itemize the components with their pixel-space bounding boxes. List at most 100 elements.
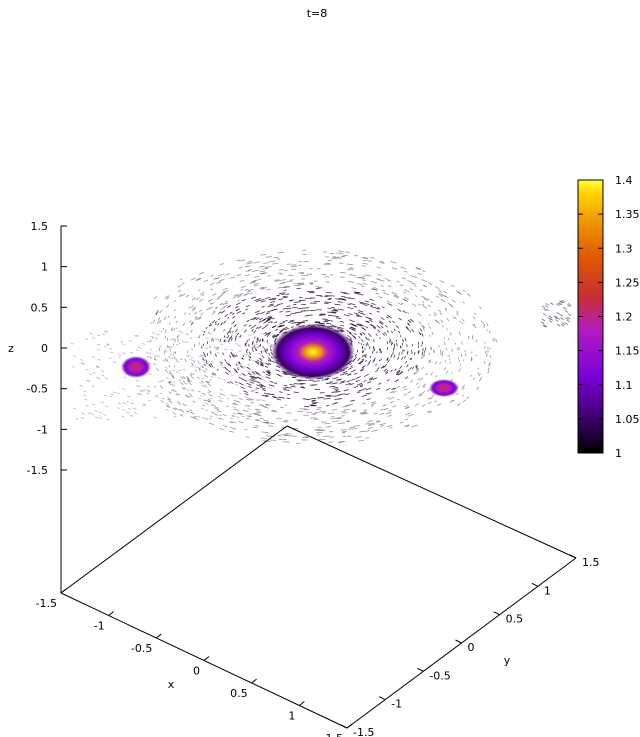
field-arrow — [396, 385, 400, 389]
field-arrow — [347, 373, 352, 376]
field-arrow — [220, 389, 224, 391]
field-arrow — [236, 259, 241, 262]
field-arrow — [191, 307, 196, 312]
field-arrow — [240, 285, 247, 289]
field-arrow — [258, 404, 264, 406]
field-arrow — [436, 403, 442, 407]
field-arrow — [405, 418, 409, 421]
field-arrow — [104, 330, 108, 332]
field-arrow — [178, 408, 183, 411]
field-arrow — [236, 368, 240, 371]
field-arrow — [197, 376, 200, 379]
field-arrow — [370, 304, 374, 307]
field-arrow — [414, 403, 420, 406]
field-arrow — [385, 324, 388, 328]
field-arrow — [401, 356, 404, 360]
field-arrow — [359, 385, 364, 388]
field-arrow — [348, 319, 355, 323]
field-arrow — [249, 292, 253, 295]
field-arrow — [211, 311, 216, 315]
field-arrow — [165, 368, 168, 373]
field-arrow — [423, 385, 426, 388]
field-arrow — [233, 294, 239, 297]
field-arrow — [282, 319, 288, 323]
field-arrow — [421, 366, 424, 370]
field-arrow — [234, 337, 237, 342]
field-arrow — [194, 366, 198, 369]
field-arrow — [483, 325, 485, 328]
field-arrow — [267, 304, 274, 308]
field-arrow — [369, 298, 375, 301]
field-arrow — [196, 336, 200, 339]
field-arrow — [560, 323, 565, 327]
field-arrow — [258, 265, 265, 268]
field-arrow — [201, 385, 205, 387]
field-arrow — [372, 326, 376, 330]
field-arrow — [155, 312, 158, 316]
field-arrow — [395, 339, 398, 342]
field-arrow — [261, 338, 264, 341]
field-arrow — [130, 402, 134, 405]
field-arrow — [444, 307, 447, 310]
field-arrow — [286, 305, 291, 307]
field-arrow — [219, 302, 224, 306]
x-tick-label: -1.5 — [36, 597, 57, 610]
field-arrow — [210, 275, 214, 277]
field-arrow — [264, 266, 272, 268]
y-tick-mark — [531, 582, 539, 587]
field-arrow — [293, 284, 301, 287]
field-arrow — [249, 375, 254, 379]
field-arrow — [549, 318, 554, 321]
field-arrow — [209, 418, 213, 420]
field-arrow — [341, 299, 347, 301]
field-arrow — [419, 328, 423, 332]
field-arrow — [175, 320, 178, 324]
field-arrow — [168, 322, 171, 325]
field-arrow — [564, 310, 569, 313]
field-arrow — [362, 388, 367, 391]
field-arrow — [380, 262, 385, 264]
field-arrow — [178, 329, 180, 332]
x-tick-label: 1 — [288, 710, 295, 723]
field-arrow — [239, 334, 242, 338]
field-arrow — [415, 364, 417, 367]
field-arrow — [363, 379, 367, 382]
field-arrow — [233, 399, 239, 403]
field-arrow — [245, 349, 248, 354]
field-arrow — [234, 305, 239, 309]
field-arrow — [94, 416, 99, 419]
field-arrow — [208, 364, 212, 368]
field-arrow — [376, 310, 380, 313]
field-arrow — [478, 379, 481, 382]
field-arrow — [345, 404, 351, 407]
field-arrow — [249, 378, 256, 382]
field-arrow — [262, 340, 266, 342]
field-arrow — [97, 348, 101, 351]
field-arrow — [244, 396, 248, 399]
field-arrow — [361, 339, 364, 343]
field-arrow — [167, 315, 170, 318]
field-arrow — [340, 272, 347, 274]
field-arrow — [256, 399, 260, 402]
field-arrow — [244, 353, 249, 356]
field-arrow — [186, 379, 190, 383]
field-arrow — [248, 355, 251, 359]
field-arrow — [353, 386, 359, 389]
field-arrow — [245, 304, 250, 308]
field-arrow — [554, 316, 558, 320]
field-arrow — [117, 354, 122, 356]
field-arrow — [345, 382, 351, 386]
field-arrow — [208, 333, 212, 335]
field-arrow — [126, 411, 130, 414]
y-tick-label: -1.5 — [353, 726, 374, 737]
field-arrow — [471, 357, 473, 362]
field-arrow — [381, 365, 385, 369]
field-arrow — [142, 404, 146, 407]
vortex-right — [429, 379, 459, 397]
field-arrow — [236, 310, 242, 314]
field-arrow — [165, 403, 169, 405]
field-arrow — [332, 315, 340, 318]
field-arrow — [208, 422, 214, 426]
field-arrow — [409, 366, 412, 370]
